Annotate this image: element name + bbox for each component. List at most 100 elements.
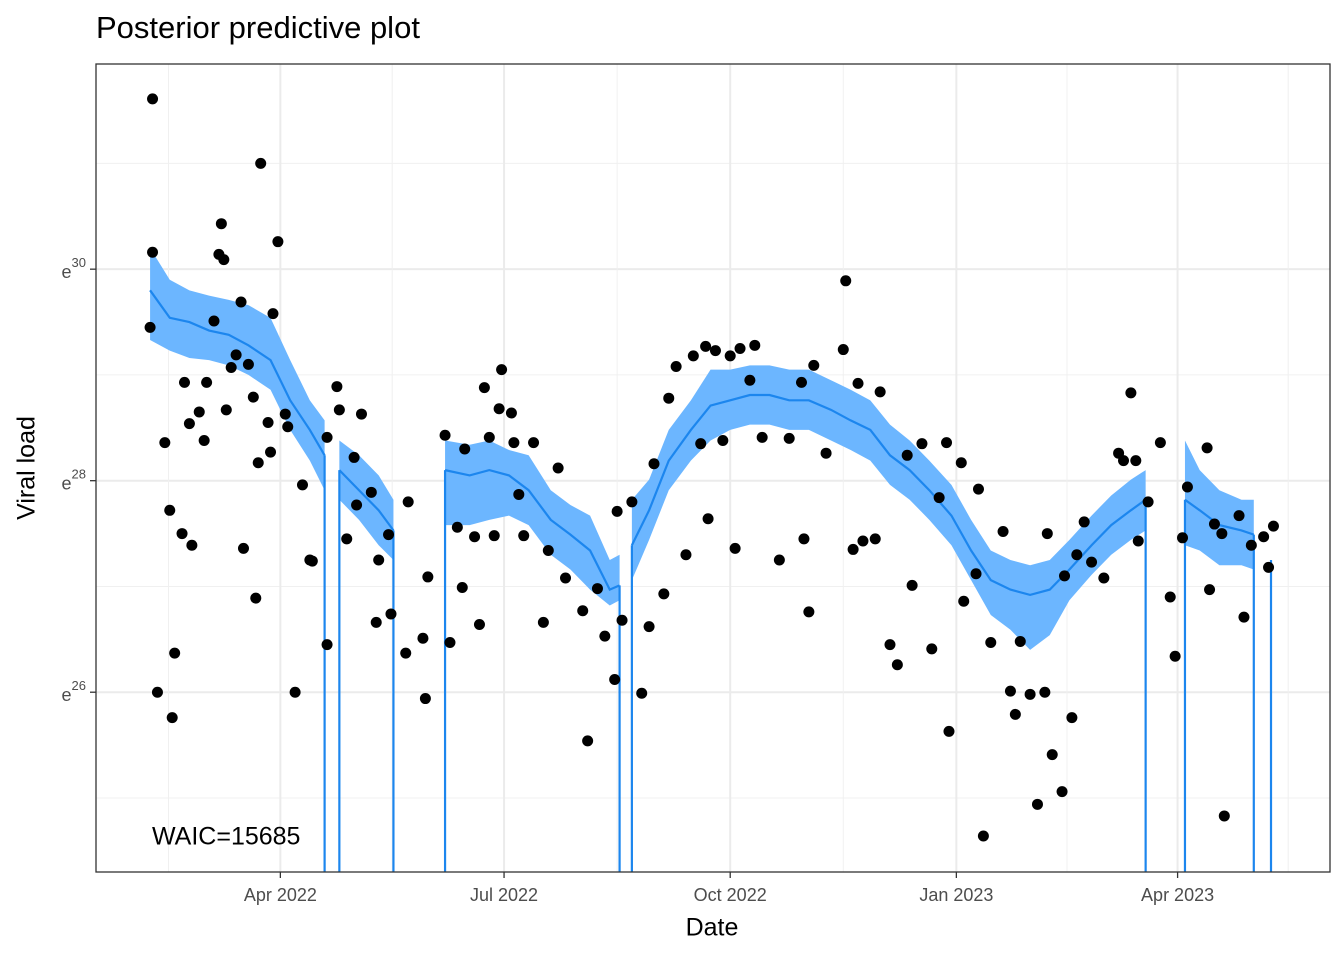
observation-point [422, 571, 434, 583]
observation-point [218, 254, 230, 266]
observation-point [798, 533, 810, 545]
observation-point [289, 686, 301, 698]
observation-point [201, 376, 213, 388]
observation-point [1177, 532, 1189, 544]
observation-point [1046, 749, 1058, 761]
observation-point [279, 408, 291, 420]
observation-point [847, 543, 859, 555]
observation-point [220, 404, 232, 416]
observation-point [402, 496, 414, 508]
observation-point [874, 386, 886, 398]
observation-point [970, 568, 982, 580]
observation-point [1169, 650, 1181, 662]
observation-point [144, 321, 156, 333]
x-tick-label: Oct 2022 [694, 885, 767, 905]
x-axis-label: Date [686, 914, 739, 942]
observation-point [749, 339, 761, 351]
observation-point [439, 429, 451, 441]
observation-point [1066, 712, 1078, 724]
observation-point [1039, 686, 1051, 698]
observation-point [1267, 520, 1279, 532]
observation-point [1078, 516, 1090, 528]
observation-point [1098, 572, 1110, 584]
observation-point [351, 499, 363, 511]
observation-point [687, 350, 699, 362]
observation-point [734, 342, 746, 354]
observation-point [333, 404, 345, 416]
observation-point [385, 608, 397, 620]
observation-point [560, 572, 572, 584]
observation-point [508, 437, 520, 449]
observation-point [296, 479, 308, 491]
observation-point [1263, 561, 1275, 573]
observation-point [1118, 455, 1130, 467]
observation-point [1204, 584, 1216, 596]
x-tick-label: Jul 2022 [470, 885, 538, 905]
observation-point [176, 528, 188, 540]
observation-point [609, 674, 621, 686]
x-tick-label: Apr 2022 [244, 885, 317, 905]
observation-point [193, 406, 205, 418]
observation-point [164, 504, 176, 516]
observation-point [1031, 798, 1043, 810]
y-axis-label: Viral load [13, 416, 41, 520]
observation-point [1181, 481, 1193, 493]
y-tick-label: e30 [62, 256, 86, 282]
observation-point [373, 554, 385, 566]
observation-point [869, 533, 881, 545]
observation-point [1125, 387, 1137, 399]
observation-point [599, 630, 611, 642]
panel-border [95, 63, 1331, 873]
observation-point [857, 535, 869, 547]
observation-point [820, 447, 832, 459]
observation-point [400, 647, 412, 659]
x-tick-label: Apr 2023 [1141, 885, 1214, 905]
observation-point [186, 539, 198, 551]
observation-point [513, 488, 525, 500]
observation-point [1233, 510, 1245, 522]
observation-point [884, 639, 896, 651]
observation-point [901, 449, 913, 461]
observation-point [183, 418, 195, 430]
observation-point [355, 408, 367, 420]
observation-point [383, 529, 395, 541]
observation-point [1154, 437, 1166, 449]
observation-point [341, 533, 353, 545]
observation-point [147, 246, 159, 258]
observation-point [1142, 496, 1154, 508]
observation-point [1201, 442, 1213, 454]
observation-point [478, 382, 490, 394]
observation-point [230, 349, 242, 361]
observation-point [724, 350, 736, 362]
observation-point [208, 315, 220, 327]
observation-point [159, 437, 171, 449]
observation-point [1009, 708, 1021, 720]
observation-point [282, 421, 294, 433]
observation-point [419, 693, 431, 705]
observation-point [255, 157, 267, 169]
observation-point [744, 374, 756, 386]
observation-point [837, 344, 849, 356]
observation-point [331, 381, 343, 393]
observation-point [695, 438, 707, 450]
observation-point [636, 687, 648, 699]
observation-point [473, 619, 485, 631]
observation-point [616, 614, 628, 626]
observation-point [250, 592, 262, 604]
observation-point [717, 435, 729, 447]
observation-point [321, 639, 333, 651]
observation-point [933, 492, 945, 504]
y-tick-label: e26 [62, 679, 86, 705]
observation-point [247, 391, 259, 403]
observation-point [267, 308, 279, 320]
observation-point [955, 457, 967, 469]
observation-point [941, 437, 953, 449]
observation-point [958, 595, 970, 607]
observation-point [1164, 591, 1176, 603]
observation-point [891, 659, 903, 671]
observation-point [262, 417, 274, 429]
observation-point [370, 616, 382, 628]
observation-point [518, 530, 530, 542]
observation-point [663, 392, 675, 404]
y-tick-label: e28 [62, 467, 86, 493]
